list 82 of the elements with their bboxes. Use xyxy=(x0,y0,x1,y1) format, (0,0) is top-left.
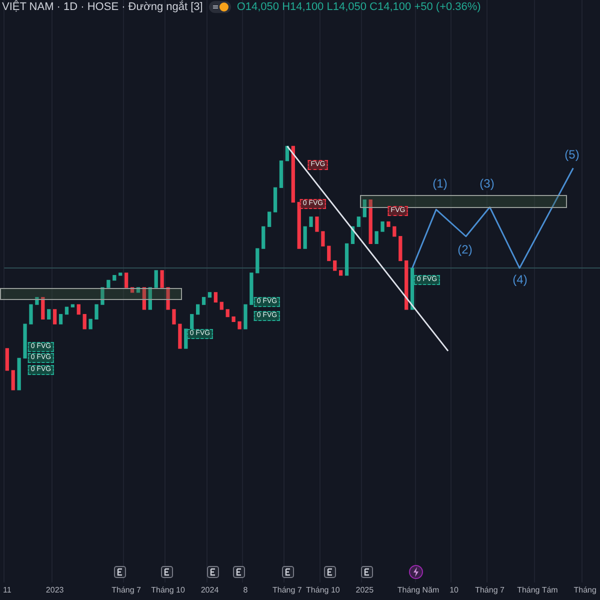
annotation: (5) xyxy=(564,148,580,162)
x-tick-label: 2023 xyxy=(46,585,64,594)
candlestick xyxy=(58,314,63,324)
candlestick xyxy=(404,260,408,310)
candlestick xyxy=(267,212,272,227)
candlestick xyxy=(226,309,230,318)
x-tick-label: 10 xyxy=(450,585,460,594)
candlestick xyxy=(76,304,80,315)
candlestick xyxy=(172,309,176,324)
candlestick xyxy=(196,304,200,315)
candlestick xyxy=(11,370,15,390)
candlestick xyxy=(208,292,212,298)
candlestick xyxy=(106,280,110,288)
candlestick xyxy=(29,304,33,324)
candlestick xyxy=(202,296,206,305)
candlestick xyxy=(5,348,9,371)
candlestick xyxy=(118,272,122,276)
x-tick-label: Tháng 7 xyxy=(112,585,142,594)
candlestick xyxy=(262,226,266,249)
x-tick-label: Tháng 7 xyxy=(272,585,302,594)
candlestick xyxy=(214,292,218,302)
candlestick xyxy=(148,287,152,310)
candlestick xyxy=(82,314,86,330)
candlestick xyxy=(178,324,182,349)
candlestick xyxy=(368,199,372,244)
candlestick xyxy=(273,187,278,212)
candlestick xyxy=(279,160,284,188)
candlestick xyxy=(100,287,104,305)
annotation: (2) xyxy=(456,242,474,256)
candlestick xyxy=(256,248,260,274)
x-tick-label: 8 xyxy=(243,585,248,594)
annotation: (3) xyxy=(478,176,496,190)
candlestick xyxy=(380,221,384,232)
candlestick xyxy=(398,236,402,262)
x-tick-label: Tháng xyxy=(574,585,596,594)
candlestick xyxy=(220,302,224,310)
candlestick xyxy=(88,318,92,330)
candlestick xyxy=(166,287,170,310)
candlestick xyxy=(35,296,39,305)
annotation: (4) xyxy=(512,272,528,286)
candlestick xyxy=(333,260,337,271)
candlestick xyxy=(94,304,98,320)
x-tick-label: Tháng 7 xyxy=(475,585,505,594)
candlestick xyxy=(291,146,295,203)
candlestick xyxy=(386,221,390,227)
candlestick xyxy=(356,216,361,227)
candlestick xyxy=(327,246,331,262)
candlestick xyxy=(160,270,164,288)
candlestick xyxy=(315,216,319,232)
candlestick xyxy=(303,226,307,249)
candlestick xyxy=(124,272,128,288)
candlestick xyxy=(362,199,366,218)
candlestick xyxy=(338,270,343,276)
candlestick xyxy=(154,270,158,288)
candlestick xyxy=(321,231,325,246)
candlestick xyxy=(244,304,248,330)
x-tick-label: 2024 xyxy=(200,585,220,594)
candlestick xyxy=(344,243,349,276)
x-tick-label: Tháng 10 xyxy=(151,585,186,594)
candlestick xyxy=(64,306,69,315)
candlestick xyxy=(70,304,75,308)
chart-subtitle: O14,050 H14,100 L14,050 C14,100 +50 (+0.36%) xyxy=(236,1,481,13)
candlestick xyxy=(309,216,313,227)
candlestick xyxy=(130,287,134,293)
x-tick-label: Tháng 10 xyxy=(306,585,340,594)
candlestick xyxy=(136,287,140,293)
x-tick-label: Tháng Tám xyxy=(517,585,558,594)
x-tick-label: 11 xyxy=(2,585,12,594)
candlestick xyxy=(17,358,21,390)
candlestick xyxy=(238,321,242,330)
candlestick xyxy=(41,296,45,320)
candlestick xyxy=(374,231,378,244)
x-tick-label: Tháng Năm xyxy=(397,585,440,594)
candlestick xyxy=(392,226,396,237)
candlestick xyxy=(142,287,146,310)
annotation: (1) xyxy=(432,176,448,190)
x-tick-label: 2025 xyxy=(356,585,374,594)
chart-title: VIỆT NAM · 1D · HOSE · Đường ngắt [3] xyxy=(2,1,203,13)
candlestick xyxy=(112,275,116,281)
candlestick xyxy=(47,309,51,320)
candlestick xyxy=(232,316,236,322)
candlestick xyxy=(52,309,57,324)
